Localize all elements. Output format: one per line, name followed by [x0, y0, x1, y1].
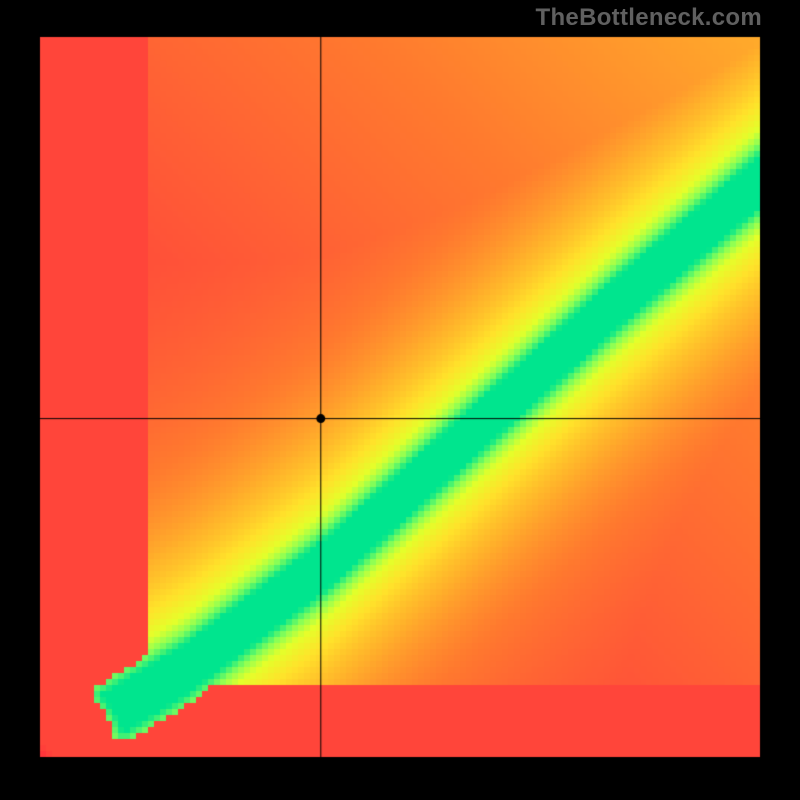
- watermark-label: TheBottleneck.com: [536, 4, 762, 32]
- heatmap-canvas: [0, 0, 800, 800]
